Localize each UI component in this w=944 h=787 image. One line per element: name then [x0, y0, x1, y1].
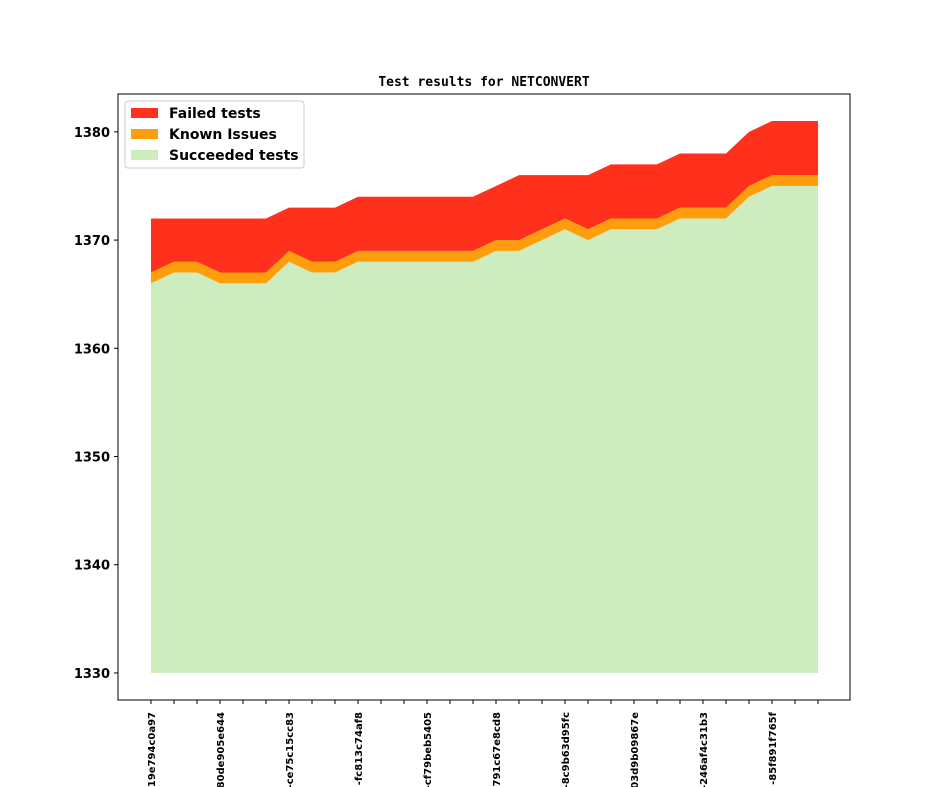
y-tick-label: 1350 [74, 451, 110, 466]
area-layers [151, 121, 818, 673]
x-tick-label: -ce75c15cc83 [285, 712, 296, 787]
x-tick-label: -85f891f765f [768, 711, 779, 785]
x-tick-label: -791c67e8cd8 [492, 712, 503, 787]
legend-label-failed-tests: Failed tests [169, 106, 261, 122]
x-axis: -19e794c0a97 80de905e644 -ce75c15cc83 -fc81… [147, 700, 819, 787]
x-tick-label: 03d9b09867e [630, 712, 641, 787]
y-tick-label: 1340 [74, 559, 110, 574]
y-tick-label: 1380 [74, 126, 110, 141]
y-axis: 1330 1340 1350 1360 1370 1380 [74, 126, 118, 682]
area-failed-tests [151, 121, 818, 273]
area-known-issues [151, 175, 818, 284]
legend-swatch-succeeded-tests [131, 150, 158, 160]
y-tick-label: 1330 [74, 667, 110, 682]
x-tick-label: -8c9b63d95fc [561, 712, 572, 787]
x-tick-label: 80de905e644 [216, 712, 227, 787]
x-tick-label: -cf79beb5405 [423, 712, 434, 787]
plot-frame [117, 93, 851, 701]
area-succeeded-tests [151, 185, 818, 673]
legend-label-succeeded-tests: Succeeded tests [169, 148, 299, 164]
x-tick-label: -19e794c0a97 [147, 712, 158, 787]
legend-swatch-known-issues [131, 129, 158, 139]
legend-label-known-issues: Known Issues [169, 127, 277, 143]
chart-title: Test results for NETCONVERT [378, 75, 589, 90]
y-tick-label: 1360 [74, 342, 110, 357]
legend-swatch-failed-tests [131, 108, 158, 118]
legend-box [124, 100, 305, 169]
legend: Failed tests Known Issues Succeeded tests [124, 100, 305, 169]
y-tick-label: 1370 [74, 234, 110, 249]
x-tick-label: -fc813c74af8 [354, 712, 365, 785]
x-tick-label: -246af4c31b3 [699, 712, 710, 787]
